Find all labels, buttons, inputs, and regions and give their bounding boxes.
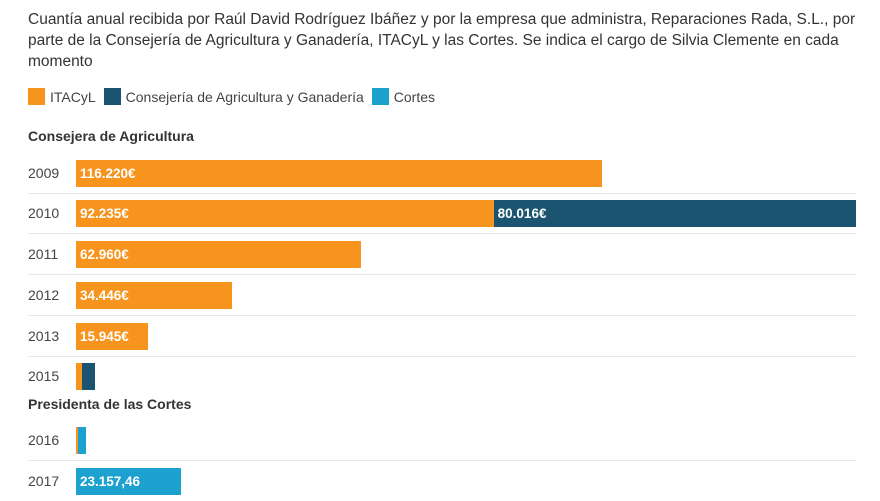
bar-cortes[interactable] [78,427,87,454]
chart-title: Cuantía anual recibida por Raúl David Ro… [28,11,856,70]
legend-label: ITACyL [50,88,96,105]
row-divider [28,460,856,461]
bar-row: 2009 116.220€ [28,153,856,193]
bar-cortes[interactable]: 23.157,46 [76,468,181,495]
data-label: 116.220€ [80,166,136,181]
year-label: 2015 [28,368,60,384]
bar-row: 2013 15.945€ [28,316,856,356]
legend-item: ITACyL [28,88,96,105]
bar-row: 2016 [28,420,856,460]
row-divider [28,233,856,234]
legend-item: Cortes [371,88,436,105]
bar-itacyl[interactable] [76,427,79,454]
bar-itacyl[interactable]: 15.945€ [76,323,149,350]
bar-row: 2012 34.446€ [28,275,856,315]
legend-label: Cortes [393,88,436,105]
section-title: Consejera de Agricultura [28,128,194,144]
data-label: 34.446€ [80,288,129,303]
bar-row: 2017 23.157,46 [28,461,856,501]
data-label: 62.960€ [80,247,129,262]
bar-consejería-de-agricultura-y-ganadería[interactable] [81,363,95,390]
bar-itacyl[interactable]: 34.446€ [76,282,232,309]
legend: ITACyL Consejería de Agricultura y Ganade… [28,88,443,105]
bar-row: 2011 62.960€ [28,234,856,274]
bar-consejería-de-agricultura-y-ganadería[interactable]: 80.016€ [493,200,856,227]
data-label: 23.157,46 [80,474,141,489]
legend-label: Consejería de Agricultura y Ganadería [125,88,364,105]
bar-row: 2015 [28,356,856,396]
bar-itacyl[interactable] [76,363,82,390]
data-label: 92.235€ [80,206,129,221]
section-title: Presidenta de las Cortes [28,396,192,412]
legend-swatch [28,88,45,105]
bar-itacyl[interactable]: 116.220€ [76,160,603,187]
row-divider [28,315,856,316]
year-label: 2017 [28,473,60,489]
row-divider [28,274,856,275]
bar-itacyl[interactable]: 92.235€ [76,200,494,227]
legend-swatch [103,88,121,105]
row-divider [28,193,856,194]
year-label: 2016 [28,432,60,448]
data-label: 80.016€ [497,206,547,221]
year-label: 2012 [28,287,60,303]
legend-item: Consejería de Agricultura y Ganadería [103,88,364,105]
legend-swatch [371,88,389,105]
row-divider [28,356,856,357]
data-label: 15.945€ [80,329,129,344]
year-label: 2010 [28,205,60,221]
year-label: 2009 [28,165,60,181]
bar-itacyl[interactable]: 62.960€ [76,241,362,268]
bar-row: 2010 92.235€ 80.016€ [28,193,856,233]
year-label: 2011 [28,246,59,262]
year-label: 2013 [28,328,60,344]
